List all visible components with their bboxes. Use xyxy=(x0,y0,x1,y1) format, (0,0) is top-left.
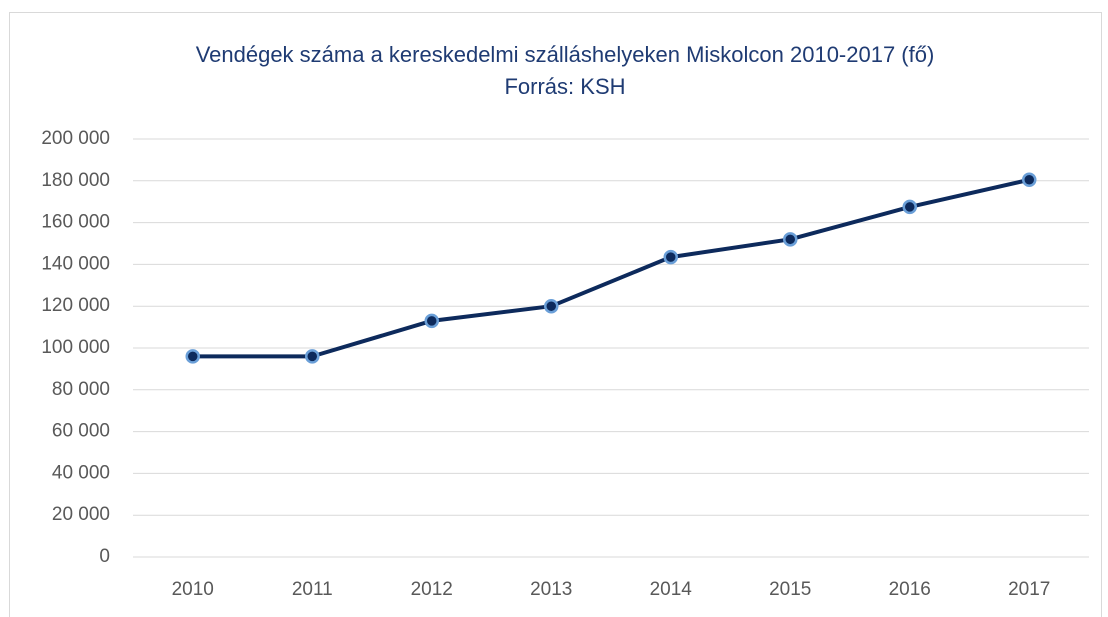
data-point xyxy=(902,199,917,215)
y-tick-label: 180 000 xyxy=(41,170,110,191)
data-point xyxy=(424,313,439,329)
data-point xyxy=(185,349,200,364)
data-point xyxy=(663,249,678,265)
x-tick-label: 2016 xyxy=(889,579,931,600)
line-series xyxy=(192,177,1030,359)
data-point xyxy=(544,298,559,314)
data-point xyxy=(783,232,798,247)
y-tick-label: 120 000 xyxy=(41,295,110,316)
x-tick-label: 2012 xyxy=(411,579,453,600)
x-tick-label: 2014 xyxy=(650,579,693,600)
x-tick-label: 2010 xyxy=(172,579,214,600)
y-tick-label: 60 000 xyxy=(52,421,110,442)
data-point xyxy=(1022,172,1037,188)
x-tick-label: 2011 xyxy=(292,579,333,600)
y-tick-label: 40 000 xyxy=(52,462,110,483)
chart-title: Vendégek száma a kereskedelmi szálláshel… xyxy=(196,42,935,67)
y-tick-label: 100 000 xyxy=(41,337,110,358)
y-tick-label: 20 000 xyxy=(52,504,110,525)
y-tick-label: 80 000 xyxy=(52,379,110,400)
chart-subtitle: Forrás: KSH xyxy=(504,74,625,99)
data-point xyxy=(305,349,320,364)
chart-frame xyxy=(9,12,1102,617)
y-tick-label: 160 000 xyxy=(41,212,110,233)
x-tick-label: 2015 xyxy=(769,579,811,600)
x-tick-label: 2017 xyxy=(1008,579,1050,600)
x-tick-label: 2013 xyxy=(530,579,572,600)
y-tick-label: 0 xyxy=(99,546,110,567)
y-tick-label: 200 000 xyxy=(41,128,110,149)
y-tick-label: 140 000 xyxy=(41,253,110,274)
